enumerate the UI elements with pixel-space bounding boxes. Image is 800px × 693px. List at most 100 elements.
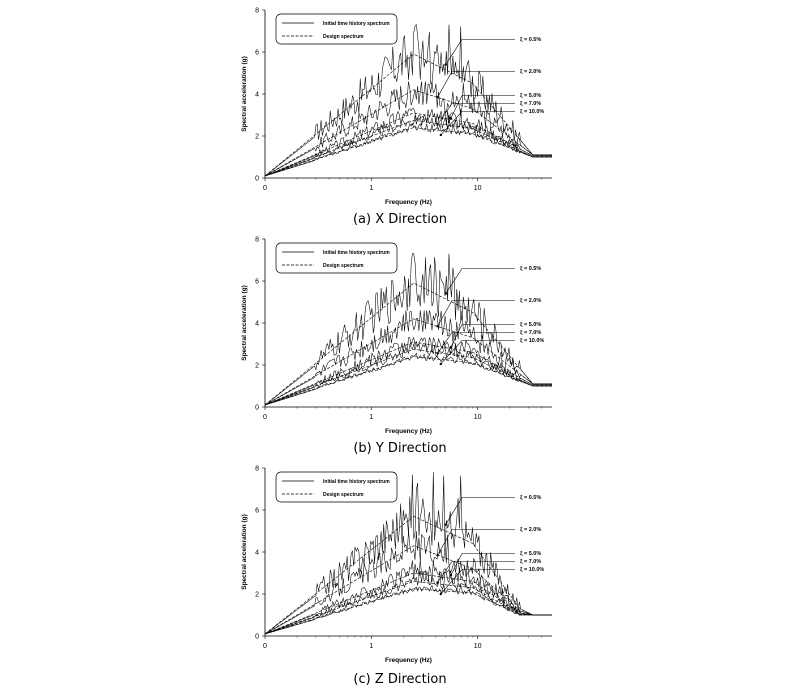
chart-svg-y: 0 2 4 6 8 0 1 10 Frequency (Hz) Spectral accelera…: [241, 237, 552, 435]
damping-arrow-head: [439, 362, 442, 366]
x-tick-label: 0: [263, 643, 267, 650]
damping-arrow-head: [436, 553, 439, 557]
damping-arrow-head: [449, 573, 453, 577]
x-tick-label: 0: [263, 414, 267, 421]
damping-label: ξ = 0.5%: [520, 266, 541, 272]
damping-label: ξ = 5.0%: [520, 322, 541, 328]
x-tick-label: 10: [474, 643, 482, 650]
damping-arrow-head: [444, 63, 447, 66]
damping-leader-line: [437, 71, 515, 98]
damping-leader-line: [445, 497, 515, 525]
legend-box: [275, 471, 398, 503]
chart-panel-z: 0 2 4 6 8 0 1 10 Frequency (Hz) Spectral accelera…: [0, 458, 800, 693]
legend-entry-time-history: Initial time history spectrum: [323, 250, 390, 256]
y-tick-label: 4: [255, 92, 259, 99]
damping-leader-line: [437, 103, 515, 125]
damping-arrow-head: [444, 523, 447, 526]
design-spectrum-10-0pct: [264, 356, 552, 406]
x-tick-label: 10: [474, 185, 482, 192]
time-history-spectrum-10-0pct: [264, 352, 552, 406]
damping-label: ξ = 5.0%: [520, 93, 541, 99]
design-spectrum-5-0pct: [264, 341, 552, 406]
time-history-spectrum-10-0pct: [264, 122, 552, 177]
design-spectrum-10-0pct: [264, 588, 552, 635]
damping-leader-line: [437, 300, 515, 327]
time-history-spectrum-0-5pct: [264, 253, 552, 406]
y-tick-label: 8: [255, 466, 259, 473]
y-tick-label: 8: [255, 237, 259, 244]
design-spectrum-7-0pct: [264, 348, 552, 406]
damping-leader-line: [437, 529, 515, 556]
y-tick-label: 4: [255, 550, 259, 557]
legend-entry-time-history: Initial time history spectrum: [323, 479, 390, 485]
damping-label: ξ = 10.0%: [520, 109, 544, 115]
damping-label: ξ = 10.0%: [520, 567, 544, 573]
damping-leader-line: [445, 268, 515, 294]
damping-arrow-head: [449, 345, 453, 349]
damping-leader-line: [450, 324, 515, 348]
x-tick-label: 1: [369, 414, 373, 421]
damping-label: ξ = 7.0%: [520, 101, 541, 107]
time-history-spectrum-7-0pct: [264, 343, 552, 406]
damping-label: ξ = 2.0%: [520, 298, 541, 304]
chart-panel-y: 0 2 4 6 8 0 1 10 Frequency (Hz) Spectral accelera…: [0, 229, 800, 459]
caption-z: (c) Z Direction: [353, 672, 447, 687]
legend-entry-design: Design spectrum: [323, 34, 364, 40]
damping-label: ξ = 10.0%: [520, 338, 544, 344]
damping-label: ξ = 2.0%: [520, 527, 541, 533]
damping-arrow-head: [436, 324, 439, 328]
y-tick-label: 2: [255, 363, 259, 370]
time-history-spectrum-2-0pct: [264, 310, 552, 406]
design-spectrum-7-0pct: [264, 119, 552, 177]
legend-entry-design: Design spectrum: [323, 263, 364, 269]
x-tick-label: 0: [263, 185, 267, 192]
damping-leader-line: [437, 332, 515, 354]
chart-svg-z: 0 2 4 6 8 0 1 10 Frequency (Hz) Spectral accelera…: [241, 466, 552, 664]
time-history-spectrum-10-0pct: [264, 583, 552, 635]
damping-leader-line: [437, 561, 515, 583]
damping-arrow-head: [439, 592, 442, 596]
damping-label: ξ = 5.0%: [520, 551, 541, 557]
damping-label: ξ = 0.5%: [520, 495, 541, 501]
damping-leader-line: [450, 95, 515, 119]
x-tick-label: 1: [369, 643, 373, 650]
legend-box: [275, 13, 398, 45]
x-axis-label: Frequency (Hz): [385, 657, 432, 664]
caption-y: (b) Y Direction: [353, 441, 447, 456]
damping-label: ξ = 2.0%: [520, 69, 541, 75]
legend-entry-time-history: Initial time history spectrum: [323, 21, 390, 27]
y-tick-label: 6: [255, 279, 259, 286]
damping-label: ξ = 0.5%: [520, 37, 541, 43]
chart-svg-x: 0 2 4 6 8 0 1 10 Frequency (Hz) Spectral accelera…: [241, 8, 552, 206]
y-tick-label: 6: [255, 50, 259, 57]
time-history-spectrum-2-0pct: [264, 530, 552, 635]
time-history-spectrum-2-0pct: [264, 81, 552, 177]
y-tick-label: 0: [255, 176, 259, 183]
design-spectrum-5-0pct: [264, 112, 552, 177]
time-history-spectrum-0-5pct: [264, 24, 552, 177]
legend-entry-design: Design spectrum: [323, 492, 364, 498]
damping-arrow-head: [436, 123, 439, 126]
design-spectrum-7-0pct: [264, 581, 552, 635]
x-axis-label: Frequency (Hz): [385, 428, 432, 435]
damping-label: ξ = 7.0%: [520, 559, 541, 565]
damping-leader-line: [440, 340, 515, 365]
damping-arrow-head: [436, 95, 439, 99]
design-spectrum-2-0pct: [264, 318, 552, 406]
damping-leader-line: [445, 39, 515, 65]
y-tick-label: 0: [255, 634, 259, 641]
time-history-spectrum-5-0pct: [264, 108, 552, 177]
damping-arrow-head: [444, 292, 447, 295]
y-axis-label: Spectral acceleration (g): [241, 285, 248, 361]
design-spectrum-2-0pct: [264, 89, 552, 177]
time-history-spectrum-7-0pct: [264, 114, 552, 177]
time-history-spectrum-5-0pct: [264, 336, 552, 406]
y-tick-label: 0: [255, 405, 259, 412]
x-tick-label: 10: [474, 414, 482, 421]
time-history-spectrum-5-0pct: [264, 560, 552, 635]
x-tick-label: 1: [369, 185, 373, 192]
damping-leader-line: [440, 111, 515, 136]
y-axis-label: Spectral acceleration (g): [241, 514, 248, 590]
damping-arrow-head: [449, 116, 453, 120]
damping-leader-line: [450, 553, 515, 576]
